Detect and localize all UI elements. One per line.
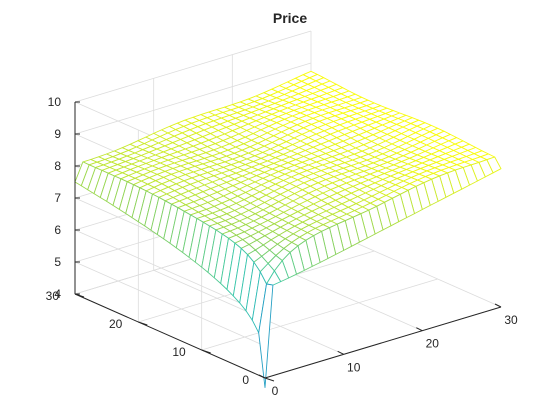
y-tick-mark bbox=[74, 293, 85, 298]
left-wall-grid-line bbox=[74, 261, 266, 347]
y-tick-label: 0 bbox=[242, 373, 249, 387]
z-tick-label: 8 bbox=[54, 159, 61, 173]
z-tick-label: 4 bbox=[54, 287, 61, 301]
x-tick-label: 10 bbox=[347, 360, 361, 374]
x-tick-label: 20 bbox=[426, 337, 440, 351]
chart-title: Price bbox=[273, 10, 307, 26]
x-tick-label: 30 bbox=[504, 313, 518, 327]
surface-mesh bbox=[74, 70, 502, 389]
y-tick-label: 30 bbox=[46, 289, 60, 303]
z-tick-label: 6 bbox=[54, 223, 61, 237]
x-tick-mark bbox=[416, 327, 423, 332]
z-tick-label: 5 bbox=[54, 255, 61, 269]
left-wall-grid-line bbox=[74, 229, 266, 315]
z-tick-label: 10 bbox=[48, 95, 62, 109]
z-axis-ticks: 4 5 6 7 8 9 10 bbox=[48, 95, 80, 301]
x-tick-label: 0 bbox=[272, 384, 279, 398]
y-tick-label: 20 bbox=[109, 317, 123, 331]
y-axis-line bbox=[74, 293, 266, 379]
x-tick-mark bbox=[494, 303, 502, 308]
floor-grid-line bbox=[201, 278, 438, 351]
z-tick-label: 9 bbox=[54, 127, 61, 141]
x-axis-ticks: 0 10 20 30 bbox=[258, 303, 518, 398]
x-axis-line bbox=[264, 306, 502, 379]
y-tick-mark bbox=[138, 321, 148, 326]
y-axis-ticks: 0 10 20 30 bbox=[46, 289, 275, 387]
x-tick-mark bbox=[337, 350, 344, 355]
y-tick-mark bbox=[201, 349, 211, 354]
x-tick-mark bbox=[258, 374, 266, 379]
back-wall-grid-line bbox=[74, 62, 312, 135]
z-tick-label: 7 bbox=[54, 191, 61, 205]
y-tick-mark bbox=[264, 377, 275, 382]
back-wall-grid-line bbox=[74, 30, 312, 103]
surface-cell bbox=[258, 283, 274, 389]
y-tick-label: 10 bbox=[172, 345, 186, 359]
